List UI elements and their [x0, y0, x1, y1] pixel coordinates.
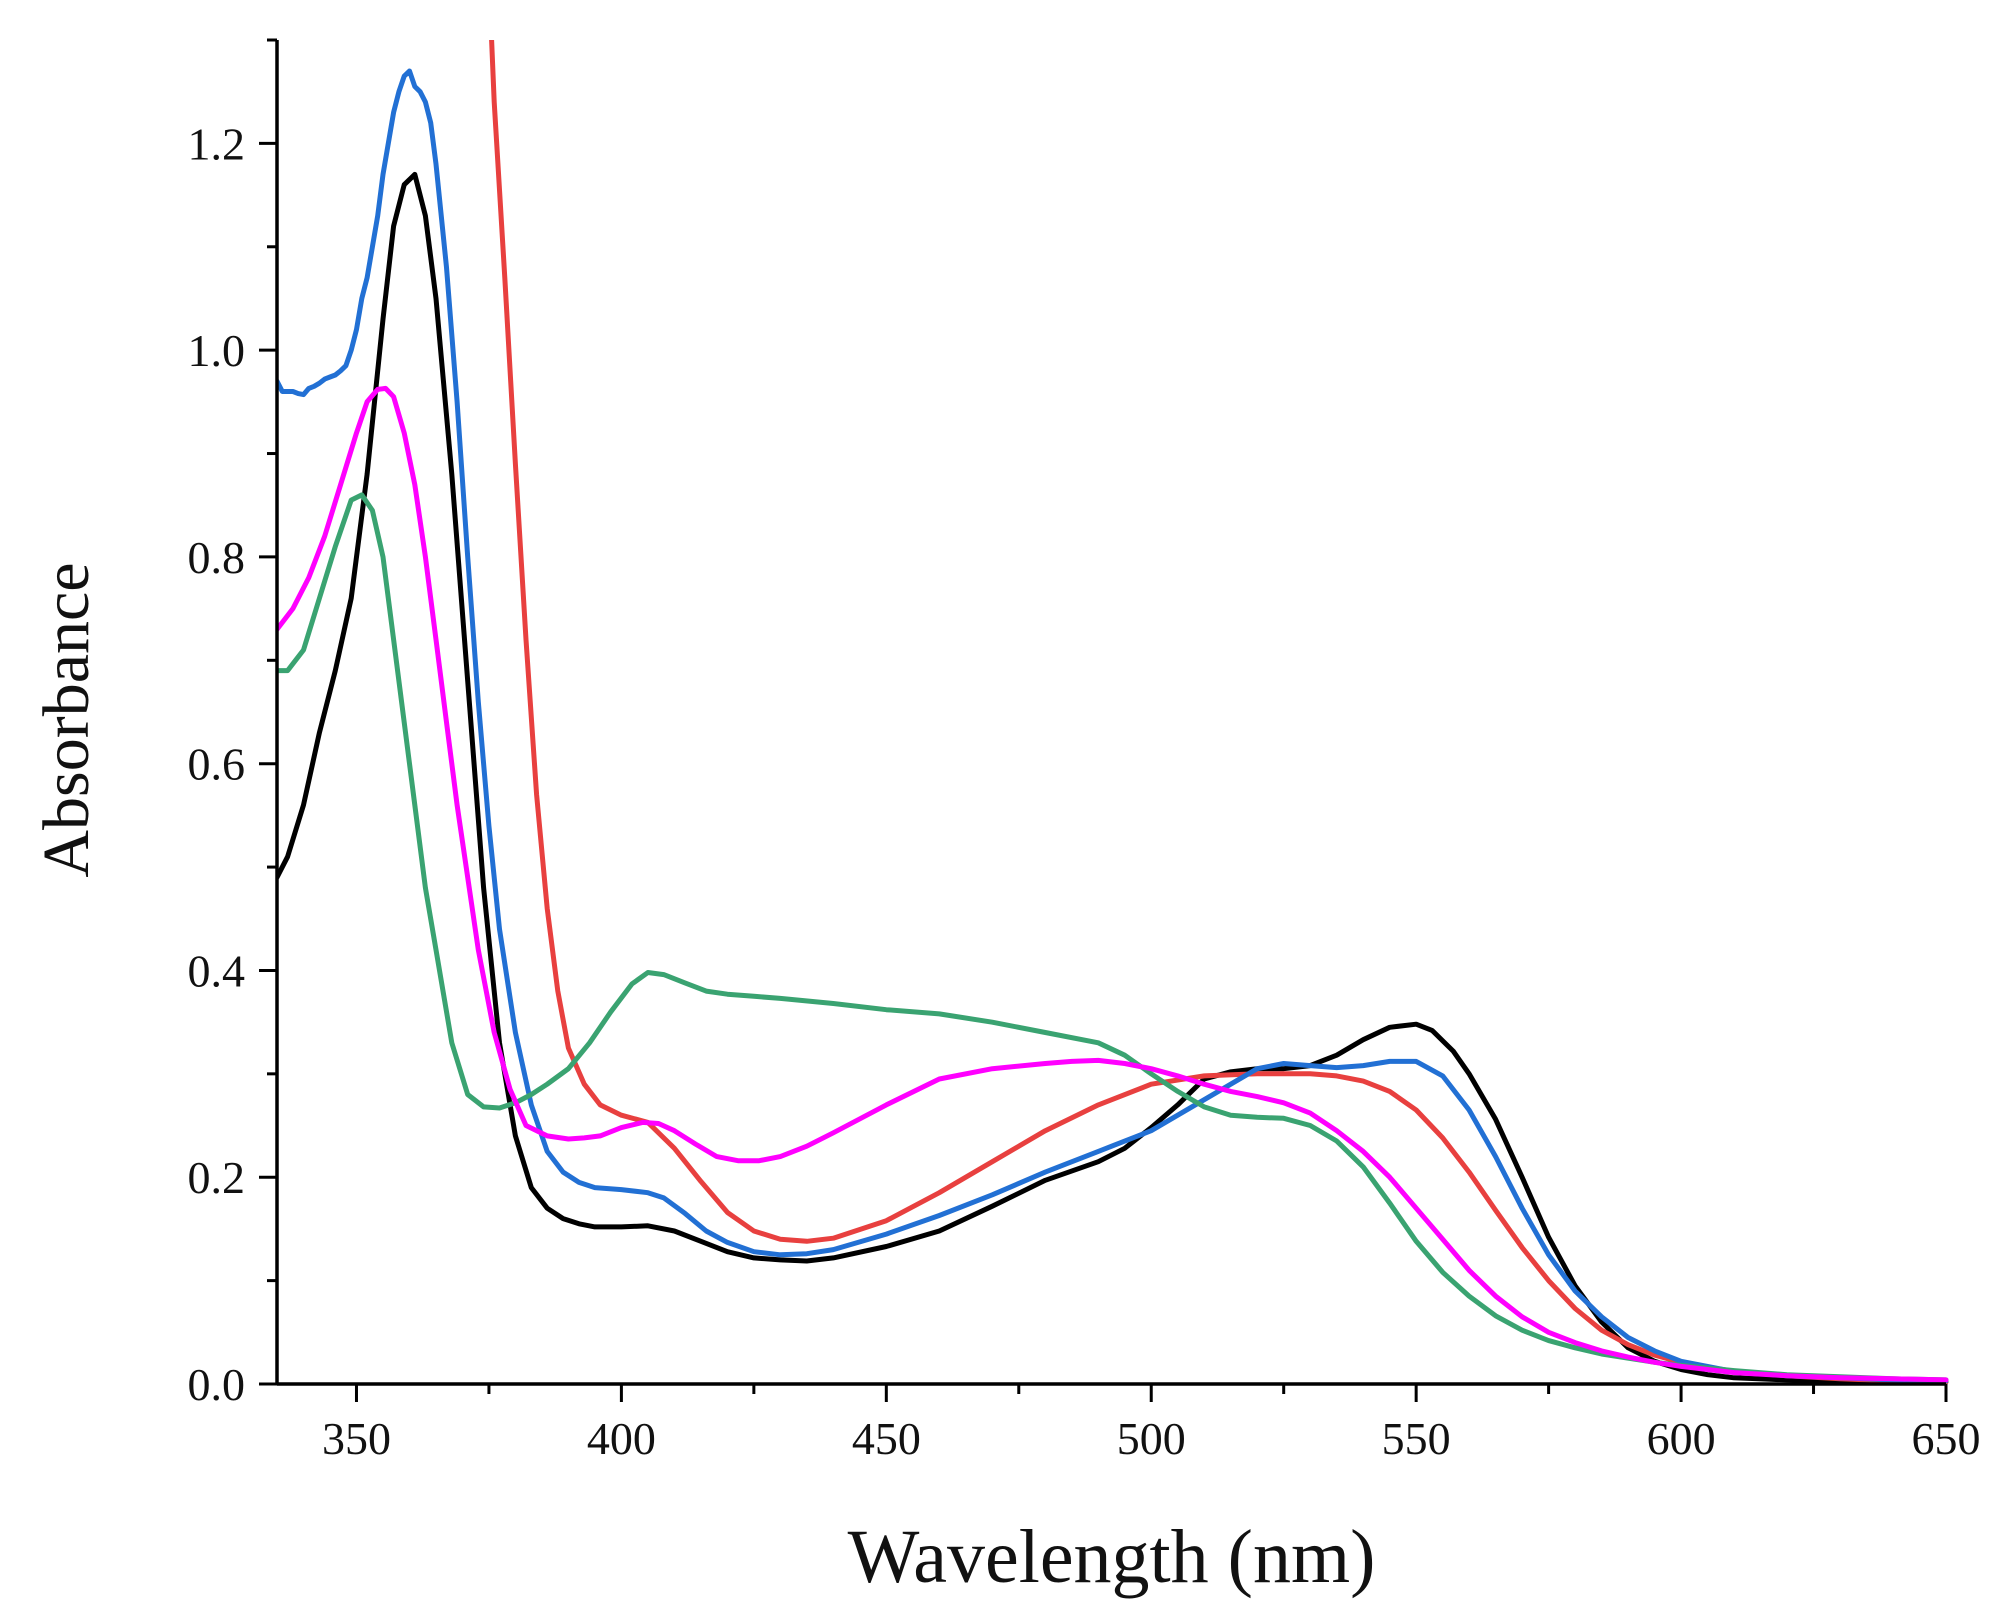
y-tick-label: 0.2	[188, 1152, 246, 1203]
x-axis-title: Wavelength (nm)	[848, 1515, 1376, 1599]
x-tick-label: 600	[1647, 1413, 1716, 1464]
x-tick-label: 650	[1912, 1413, 1981, 1464]
x-tick-label: 550	[1382, 1413, 1451, 1464]
y-tick-label: 0.8	[188, 532, 246, 583]
y-ticks: 0.0 0.2 0.4 0.6 0.8 1.0 1.2	[188, 38, 277, 1410]
x-ticks: 350 400 450 500 550 600 650	[322, 1384, 1981, 1464]
series-line-blue	[277, 68, 1949, 1384]
y-tick-label: 0.4	[188, 945, 246, 996]
series-group	[277, 40, 1949, 1384]
series-line-red	[489, 40, 1949, 1384]
x-tick-label: 400	[587, 1413, 656, 1464]
x-tick-label: 450	[852, 1413, 921, 1464]
y-axis-title: Absorbance	[30, 562, 103, 877]
x-tick-label: 500	[1117, 1413, 1186, 1464]
y-tick-label: 0.0	[188, 1359, 246, 1410]
y-tick-label: 1.0	[188, 325, 246, 376]
y-tick-label: 0.6	[188, 739, 246, 790]
x-tick-label: 350	[322, 1413, 391, 1464]
series-line-black	[277, 171, 1949, 1384]
y-tick-label: 1.2	[188, 118, 246, 169]
series-line-magenta	[277, 385, 1949, 1383]
series-line-green	[277, 492, 1949, 1383]
axes-group	[275, 40, 1946, 1386]
